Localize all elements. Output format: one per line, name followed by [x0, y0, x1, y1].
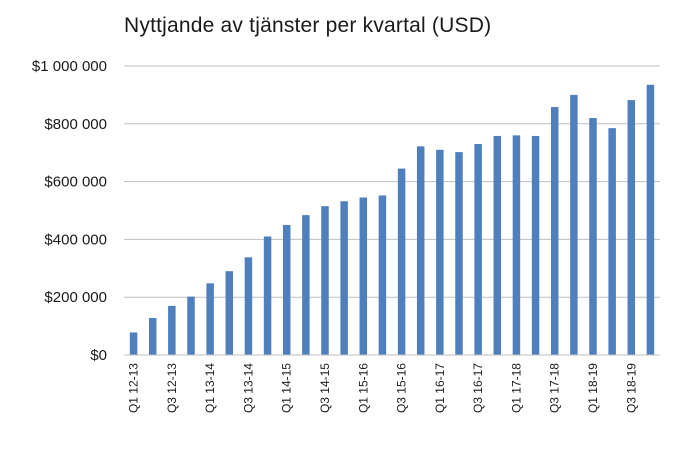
bar	[168, 305, 176, 355]
bar	[646, 84, 655, 355]
x-tick-label: Q3 16-17	[471, 363, 485, 413]
x-tick-label: Q1 15-16	[356, 363, 370, 413]
x-tick-label: Q3 13-14	[241, 363, 255, 413]
bar	[302, 215, 310, 355]
bar	[129, 332, 138, 355]
bar	[608, 128, 616, 355]
bar	[282, 224, 291, 355]
bar	[550, 107, 559, 356]
bar	[187, 296, 195, 355]
bar	[416, 146, 425, 355]
y-tick-label: $200 000	[44, 289, 107, 306]
bar	[225, 271, 234, 355]
bar	[359, 197, 368, 355]
x-axis-tick-labels: Q1 12-13 Q3 12-13 Q1 13-14 Q3 13-14 Q1 14-15…	[127, 363, 639, 413]
y-tick-label: $600 000	[44, 174, 107, 191]
bar	[436, 149, 444, 355]
x-tick-label: Q3 18-19	[624, 363, 638, 413]
x-tick-label: Q3 12-13	[165, 363, 179, 413]
bar	[493, 135, 502, 355]
bar	[263, 236, 272, 355]
y-tick-label: $800 000	[44, 116, 107, 133]
x-tick-label: Q1 16-17	[433, 363, 447, 413]
bar	[397, 168, 406, 355]
bar	[531, 135, 540, 355]
x-tick-label: Q1 18-19	[586, 363, 600, 413]
x-tick-label: Q1 17-18	[509, 363, 523, 413]
chart-title: Nyttjande av tjänster per kvartal (USD)	[124, 14, 492, 37]
x-tick-label: Q1 12-13	[127, 363, 141, 413]
bar	[455, 152, 463, 355]
bar	[512, 135, 521, 355]
y-tick-label: $400 000	[44, 231, 107, 248]
x-tick-label: Q3 14-15	[318, 363, 332, 413]
bars	[129, 84, 655, 356]
y-axis-tick-labels: $0 $200 000 $400 000 $600 000 $800 000 $1 000…	[32, 58, 107, 364]
x-tick-label: Q3 17-18	[548, 363, 562, 413]
y-tick-label: $1 000 000	[32, 58, 107, 75]
bar	[321, 206, 329, 355]
bar	[627, 100, 636, 356]
bar	[589, 118, 597, 356]
bar	[244, 257, 253, 355]
bar	[148, 318, 157, 355]
x-tick-label: Q1 14-15	[280, 363, 294, 413]
gridlines	[124, 65, 660, 298]
y-tick-label: $0	[90, 347, 107, 364]
bar	[206, 283, 214, 355]
x-tick-label: Q3 15-16	[395, 363, 409, 413]
bar	[570, 94, 578, 356]
bar	[378, 195, 387, 355]
bar	[474, 144, 482, 355]
x-tick-label: Q1 13-14	[203, 363, 217, 413]
bar	[340, 201, 348, 355]
